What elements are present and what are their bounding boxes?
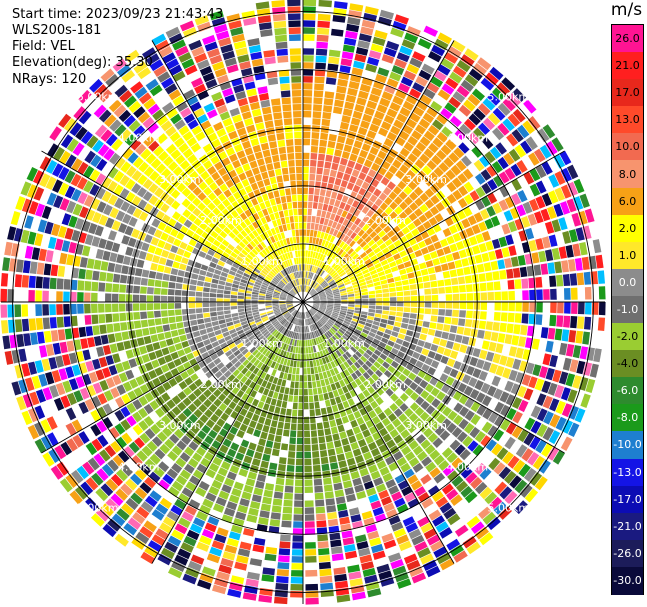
velocity-gates bbox=[0, 0, 606, 605]
range-ring-label: 1.00km bbox=[241, 337, 283, 350]
range-ring-label: 4.00km bbox=[118, 460, 160, 473]
instrument-label: WLS200s-181 bbox=[12, 23, 102, 38]
range-ring-label: 5.00km bbox=[488, 91, 530, 104]
range-ring-label: 2.00km bbox=[364, 378, 406, 391]
colorbar-segment bbox=[612, 566, 643, 595]
colorbar-tick-label: -17.0 bbox=[613, 492, 642, 506]
colorbar-segment bbox=[612, 133, 643, 162]
range-ring-label: 5.00km bbox=[488, 501, 530, 514]
colorbar-segment bbox=[612, 350, 643, 378]
range-ring-label: 3.00km bbox=[159, 173, 201, 186]
colorbar-segment bbox=[612, 79, 643, 107]
range-ring-label: 1.00km bbox=[241, 255, 283, 268]
colorbar-segment bbox=[612, 295, 643, 324]
azimuth-spoke bbox=[41, 150, 304, 303]
range-ring-label: 4.00km bbox=[447, 132, 489, 145]
azimuth-spokes bbox=[1, 0, 605, 604]
colorbar-tick-label: 8.0 bbox=[618, 167, 637, 181]
colorbar-segment bbox=[612, 377, 643, 405]
range-ring-label: 1.00km bbox=[323, 255, 365, 268]
colorbar-tick-label: 13.0 bbox=[615, 113, 640, 127]
colorbar-tick-label: -8.0 bbox=[616, 411, 639, 425]
colorbar-tick-label: -4.0 bbox=[616, 357, 639, 371]
range-ring-label: 4.00km bbox=[118, 132, 160, 145]
colorbar-segment bbox=[612, 539, 643, 568]
colorbar-segment bbox=[612, 160, 643, 189]
colorbar-segment bbox=[612, 187, 643, 216]
field-label: Field: VEL bbox=[12, 39, 75, 54]
colorbar-tick-label: 26.0 bbox=[615, 32, 640, 46]
azimuth-spoke bbox=[302, 150, 565, 303]
colorbar-tick-label: -6.0 bbox=[616, 384, 639, 398]
colorbar-tick-label: 21.0 bbox=[615, 59, 640, 73]
colorbar-tick-label: -10.0 bbox=[613, 438, 642, 452]
colorbar-segment bbox=[612, 512, 643, 541]
nrays-label: NRays: 120 bbox=[12, 72, 87, 87]
colorbar-tick-label: 0.0 bbox=[618, 275, 637, 289]
colorbar-tick-label: -2.0 bbox=[616, 330, 639, 344]
azimuth-spoke bbox=[41, 301, 304, 454]
colorbar-segment bbox=[612, 431, 643, 460]
range-ring-label: 2.00km bbox=[364, 214, 406, 227]
azimuth-spoke bbox=[302, 301, 565, 454]
colorbar-tick-label: -1.0 bbox=[616, 303, 639, 316]
colorbar-tick-label: 1.0 bbox=[618, 248, 637, 262]
colorbar-segment bbox=[612, 214, 643, 243]
colorbar-segment bbox=[612, 25, 643, 53]
range-ring-label: 3.00km bbox=[405, 173, 447, 186]
range-ring-label: 1.00km bbox=[323, 337, 365, 350]
azimuth-spoke bbox=[151, 40, 304, 303]
range-ring-label: 3.00km bbox=[405, 419, 447, 432]
colorbar-segment bbox=[612, 268, 643, 297]
colorbar-tick-label: -13.0 bbox=[613, 465, 642, 479]
azimuth-spoke bbox=[151, 301, 304, 564]
range-ring-label: 2.00km bbox=[200, 378, 242, 391]
colorbar-segment bbox=[612, 404, 643, 433]
range-ring-label: 5.00km bbox=[77, 91, 119, 104]
colorbar-segment bbox=[612, 323, 643, 351]
range-ring-labels: 1.00km 1.00km 1.00km 1.00km 2.00km 2.00km 2.00… bbox=[77, 91, 529, 515]
colorbar-tick-label: -26.0 bbox=[613, 546, 642, 560]
colorbar-segment bbox=[612, 458, 643, 487]
colorbar-tick-label: 17.0 bbox=[615, 86, 640, 100]
colorbar-tick-label: -30.0 bbox=[613, 573, 642, 587]
azimuth-spoke bbox=[302, 40, 455, 303]
colorbar-segment bbox=[612, 52, 643, 80]
colorbar-segment bbox=[612, 106, 643, 134]
range-ring-label: 4.00km bbox=[447, 460, 489, 473]
colorbar-tick-label: 2.0 bbox=[618, 221, 637, 235]
azimuth-spoke bbox=[302, 301, 455, 564]
ppi-radar-display: 1.00km 1.00km 1.00km 1.00km 2.00km 2.00km 2.00… bbox=[0, 0, 606, 605]
colorbar-segment bbox=[612, 485, 643, 514]
colorbar-unit: m/s bbox=[610, 0, 643, 20]
start-time-label: Start time: 2023/09/23 21:43:43 bbox=[12, 7, 224, 22]
elevation-label: Elevation(deg): 35.30 bbox=[12, 55, 153, 70]
colorbar-tick-label: -21.0 bbox=[613, 519, 642, 533]
velocity-colorbar: 26.0 21.0 17.0 13.0 10.0 8.0 6.0 2.0 1.0 0.0 -1.0 -… bbox=[611, 24, 644, 595]
colorbar-tick-label: 6.0 bbox=[618, 194, 637, 208]
range-ring-label: 2.00km bbox=[200, 214, 242, 227]
colorbar-segment bbox=[612, 241, 643, 270]
range-ring-label: 5.00km bbox=[77, 501, 119, 514]
range-ring-label: 3.00km bbox=[159, 419, 201, 432]
colorbar-tick-label: 10.0 bbox=[615, 140, 640, 154]
